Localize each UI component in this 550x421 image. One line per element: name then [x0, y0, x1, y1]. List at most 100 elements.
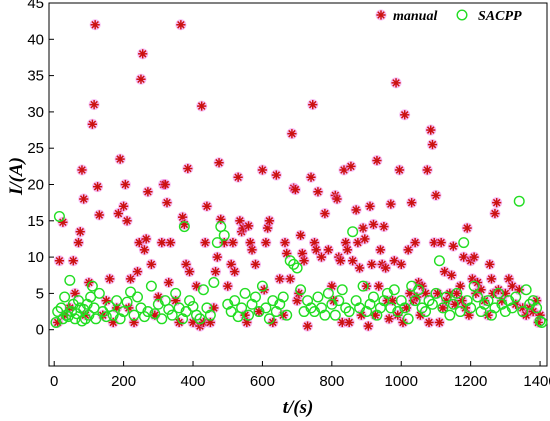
sacpp-point — [277, 291, 289, 303]
manual-point — [485, 273, 497, 285]
sacpp-point — [506, 302, 518, 314]
sacpp-point — [249, 291, 261, 303]
sacpp-point — [444, 309, 456, 321]
sacpp-point — [243, 309, 255, 321]
manual-point — [433, 316, 445, 328]
sacpp-point — [343, 306, 355, 318]
sacpp-point — [218, 229, 230, 241]
sacpp-point — [55, 302, 67, 314]
x-tick-label: 200 — [111, 373, 136, 390]
sacpp-point — [178, 221, 190, 233]
manual-point — [76, 164, 88, 176]
manual-point — [350, 204, 362, 216]
sacpp-point — [367, 291, 379, 303]
y-tick-label: 30 — [27, 104, 44, 121]
sacpp-point — [409, 295, 421, 307]
x-tick-label: 1400 — [523, 373, 550, 390]
y-tick-label: 45 — [27, 0, 44, 12]
y-tick-label: 15 — [27, 213, 44, 230]
manual-point — [92, 181, 104, 193]
sacpp-point — [145, 280, 157, 292]
manual-point — [93, 209, 105, 221]
manual-point — [347, 255, 359, 267]
series-manual — [52, 19, 546, 332]
manual-point — [260, 237, 272, 249]
manual-point — [137, 48, 149, 60]
sacpp-point — [437, 302, 449, 314]
sacpp-point — [83, 309, 95, 321]
sacpp-point — [371, 309, 383, 321]
manual-point — [397, 316, 409, 328]
manual-point — [322, 244, 334, 256]
sacpp-point — [305, 302, 317, 314]
manual-point — [121, 215, 133, 227]
manual-point — [53, 255, 65, 267]
sacpp-point — [270, 306, 282, 318]
sacpp-point — [149, 308, 161, 320]
sacpp-point — [281, 309, 293, 321]
manual-point — [447, 240, 459, 252]
sacpp-point — [402, 313, 414, 325]
y-tick-label: 0 — [36, 322, 44, 339]
sacpp-point — [260, 302, 272, 314]
sacpp-point — [472, 291, 484, 303]
manual-point — [430, 189, 442, 201]
manual-point — [114, 153, 126, 165]
sacpp-point — [284, 255, 296, 267]
sacpp-point — [50, 316, 62, 328]
sacpp-point — [114, 313, 126, 325]
manual-point — [57, 216, 69, 228]
sacpp-point — [256, 280, 268, 292]
sacpp-point — [295, 284, 307, 296]
manual-point — [161, 197, 173, 209]
manual-point — [286, 128, 298, 140]
x-axis-label: t/(s) — [283, 397, 314, 418]
x-tick-label: 400 — [181, 373, 206, 390]
manual-point — [489, 208, 501, 220]
sacpp-point — [520, 284, 532, 296]
sacpp-point — [100, 311, 112, 323]
manual-point — [274, 273, 286, 285]
sacpp-point — [204, 309, 216, 321]
manual-point — [468, 251, 480, 263]
manual-point — [263, 215, 275, 227]
manual-point — [484, 258, 496, 270]
manual-point — [142, 186, 154, 198]
sacpp-point — [485, 309, 497, 321]
manual-point — [402, 244, 414, 256]
sacpp-point — [329, 309, 341, 321]
manual-point — [357, 222, 369, 234]
manual-point — [399, 109, 411, 121]
legend: manual SACPP — [375, 9, 522, 24]
manual-point — [279, 237, 291, 249]
manual-point — [232, 171, 244, 183]
sacpp-point — [53, 210, 65, 222]
x-axis-ticks: 0 200 400 600 800 1000 1200 1400 — [50, 361, 550, 390]
sacpp-point — [239, 287, 251, 299]
sacpp-point — [312, 291, 324, 303]
x-tick-label: 1000 — [385, 373, 418, 390]
sacpp-point — [454, 306, 466, 318]
manual-point — [378, 221, 390, 233]
sacpp-point — [524, 298, 536, 310]
manual-point — [367, 218, 379, 230]
sacpp-point — [229, 295, 241, 307]
sacpp-point — [152, 298, 164, 310]
manual-point — [302, 320, 314, 332]
sacpp-point — [336, 284, 348, 296]
manual-point — [227, 237, 239, 249]
manual-point — [491, 197, 503, 209]
sacpp-point — [482, 295, 494, 307]
sacpp-point — [420, 306, 432, 318]
manual-point — [78, 193, 90, 205]
sacpp-point — [388, 284, 400, 296]
sacpp-point — [93, 287, 105, 299]
sacpp-point — [173, 302, 185, 314]
sacpp-point — [111, 295, 123, 307]
sacpp-point — [57, 313, 69, 325]
manual-point — [446, 269, 458, 281]
manual-point — [182, 163, 194, 175]
sacpp-point — [378, 295, 390, 307]
manual-point — [423, 316, 435, 328]
sacpp-point — [531, 302, 543, 314]
